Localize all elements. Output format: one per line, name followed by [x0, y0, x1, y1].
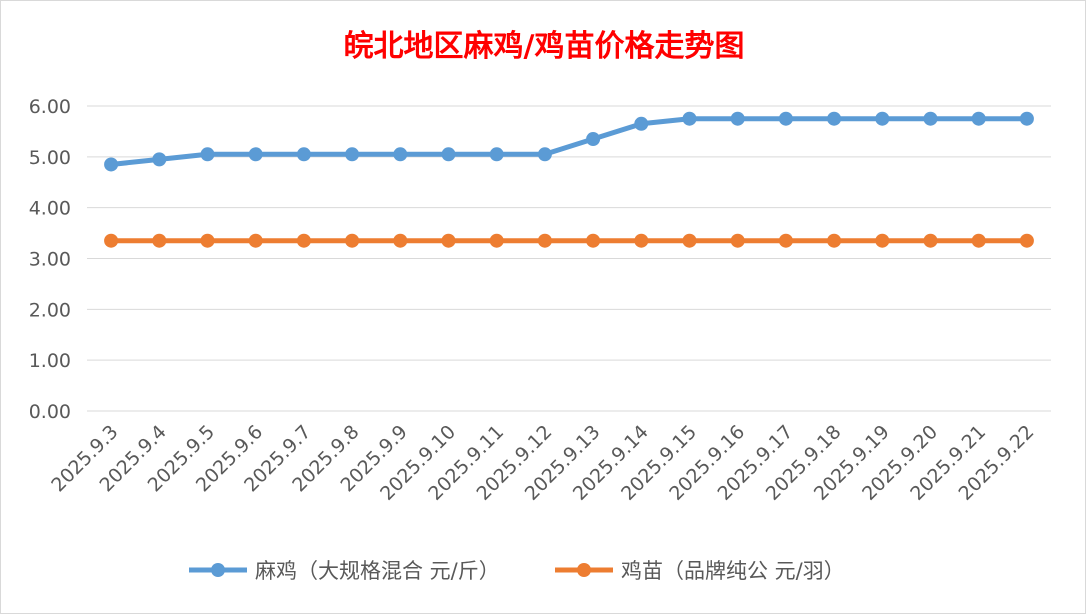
series-layer	[104, 111, 1034, 248]
y-tick-label: 4.00	[29, 198, 71, 220]
data-point	[971, 233, 986, 248]
data-point	[104, 233, 119, 248]
data-point	[682, 111, 697, 126]
data-point	[827, 233, 842, 248]
data-point	[537, 233, 552, 248]
y-tick-label: 5.00	[29, 147, 71, 169]
chart-title: 皖北地区麻鸡/鸡苗价格走势图	[344, 29, 745, 64]
data-point	[489, 233, 504, 248]
data-point	[152, 152, 167, 167]
data-point	[248, 147, 263, 162]
series-2	[104, 233, 1034, 248]
data-point	[296, 233, 311, 248]
gridlines	[87, 105, 1051, 412]
y-tick-label: 3.00	[29, 249, 71, 271]
data-point	[345, 233, 360, 248]
data-point	[682, 233, 697, 248]
y-tick-label: 0.00	[29, 401, 71, 423]
data-point	[730, 233, 745, 248]
data-point	[730, 111, 745, 126]
legend-marker	[211, 563, 225, 577]
data-point	[634, 116, 649, 131]
data-point	[393, 147, 408, 162]
data-point	[489, 147, 504, 162]
data-point	[441, 233, 456, 248]
legend-marker	[577, 563, 591, 577]
x-axis: 2025.9.32025.9.42025.9.52025.9.62025.9.7…	[47, 421, 1038, 505]
data-point	[875, 111, 890, 126]
y-axis: 0.00 1.00 2.00 3.00 4.00 5.00 6.00	[29, 96, 71, 423]
data-point	[1019, 233, 1034, 248]
data-point	[827, 111, 842, 126]
series-line	[108, 116, 1030, 167]
data-point	[104, 157, 119, 172]
data-point	[923, 111, 938, 126]
y-tick-label: 2.00	[29, 299, 71, 321]
data-point	[875, 233, 890, 248]
data-point	[200, 233, 215, 248]
data-point	[200, 147, 215, 162]
y-tick-label: 6.00	[29, 96, 71, 118]
y-tick-label: 1.00	[29, 350, 71, 372]
legend-item: 鸡苗（品牌纯公 元/羽）	[555, 559, 845, 583]
legend-item: 麻鸡（大规格混合 元/斤）	[189, 559, 500, 583]
data-point	[634, 233, 649, 248]
data-point	[345, 147, 360, 162]
data-point	[586, 233, 601, 248]
legend: 麻鸡（大规格混合 元/斤） 鸡苗（品牌纯公 元/羽）	[189, 559, 845, 583]
data-point	[441, 147, 456, 162]
data-point	[923, 233, 938, 248]
series-1	[104, 111, 1034, 172]
data-point	[393, 233, 408, 248]
data-point	[971, 111, 986, 126]
legend-label: 麻鸡（大规格混合 元/斤）	[255, 559, 500, 583]
data-point	[778, 111, 793, 126]
data-point	[1019, 111, 1034, 126]
legend-label: 鸡苗（品牌纯公 元/羽）	[621, 559, 845, 583]
data-point	[152, 233, 167, 248]
data-point	[778, 233, 793, 248]
data-point	[248, 233, 263, 248]
data-point	[537, 147, 552, 162]
data-point	[586, 132, 601, 147]
data-point	[296, 147, 311, 162]
